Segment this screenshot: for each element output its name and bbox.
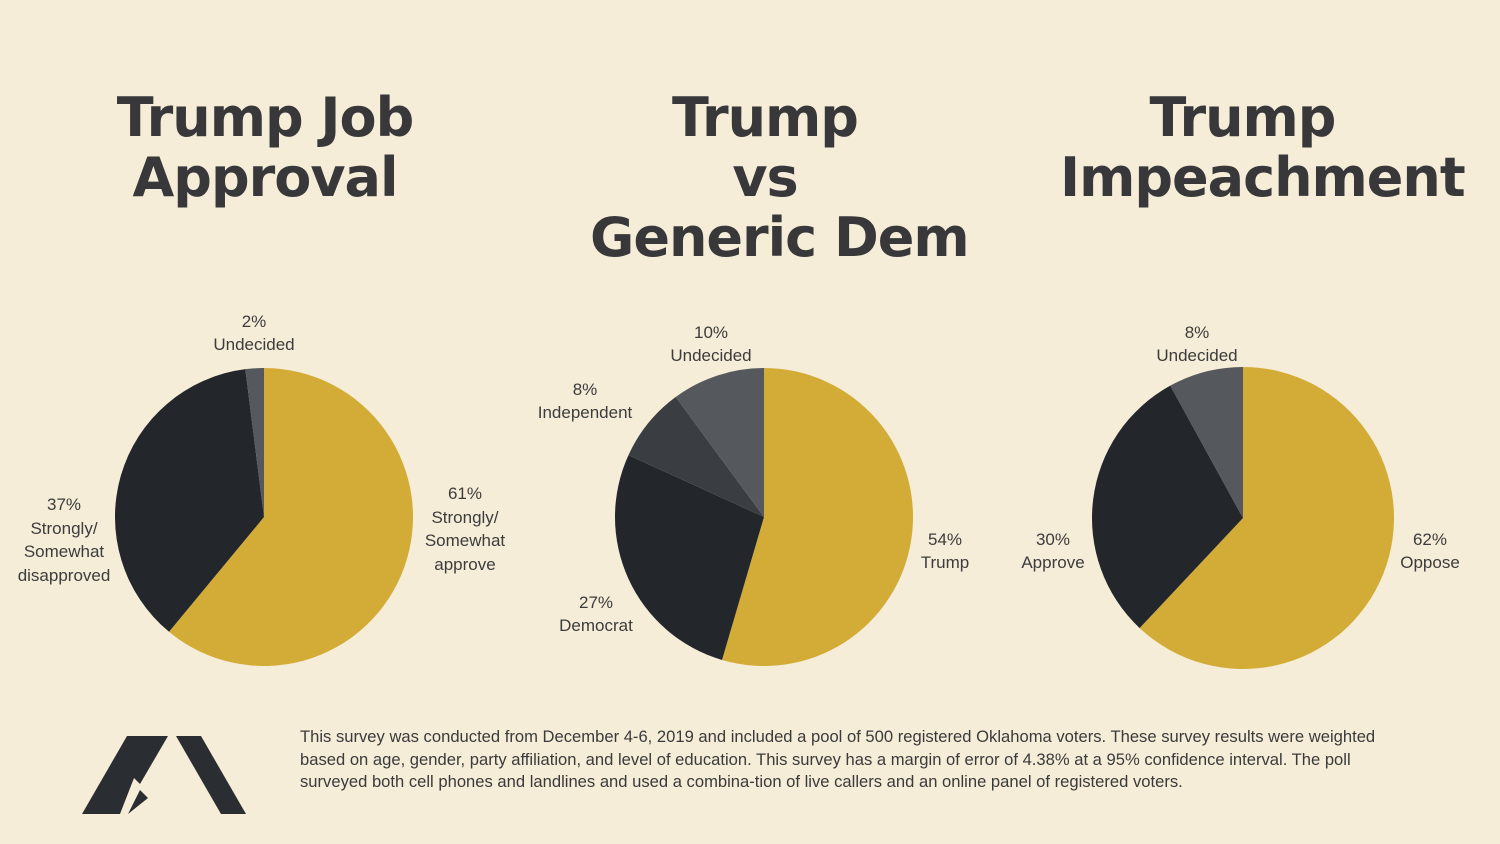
pie-chart-1 <box>114 368 413 666</box>
pie-slice-label: 54% Trump <box>920 530 970 572</box>
pie-slice-label: 8% Undecided <box>1156 323 1238 365</box>
pie-slice-label: 27% Democrat <box>559 593 633 635</box>
pie-slice <box>1139 367 1395 670</box>
chart-title-job-approval: Trump Job Approval <box>116 86 415 209</box>
pie-slice <box>628 397 764 517</box>
pie-chart-3 <box>1092 367 1395 670</box>
pie-slice <box>114 369 264 632</box>
pie-slice-label: 61% Strongly/Somewhat approve <box>424 484 506 574</box>
pie-slice <box>675 368 764 517</box>
pie-slice-label: 37% Strongly/Somewhat disapproved <box>17 495 111 585</box>
pie-slice-label: 10% Undecided <box>670 323 752 365</box>
pie-slice <box>614 455 764 660</box>
pie-slice-label: 30% Approve <box>1021 530 1085 572</box>
chart-title-impeachment: Trump Impeachment <box>1060 86 1466 209</box>
pie-slice <box>245 368 264 517</box>
pie-chart-2 <box>614 368 914 666</box>
pie-slice <box>722 368 914 666</box>
chart-title-generic-dem: Trump vs Generic Dem <box>590 86 970 269</box>
pie-slice <box>169 368 413 666</box>
pie-slice-label: 62% Oppose <box>1400 530 1460 572</box>
pie-slice <box>1170 367 1243 518</box>
amber-integrated-logo-icon <box>82 736 246 814</box>
pie-slice-label: 8% Independent <box>537 380 633 422</box>
survey-methodology-note: This survey was conducted from December … <box>300 727 1376 791</box>
pie-slice-label: 2% Undecided <box>213 312 295 354</box>
pie-slice <box>1092 385 1243 629</box>
